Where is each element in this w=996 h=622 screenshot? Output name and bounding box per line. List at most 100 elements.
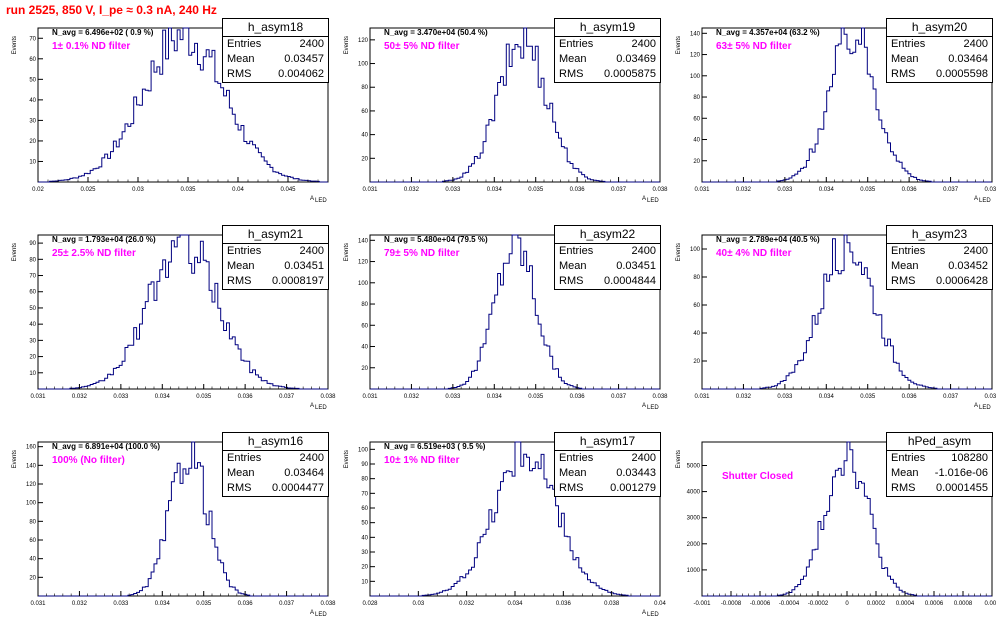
x-tick-label: -0.0002 — [808, 601, 829, 607]
x-tick-label: 0.033 — [445, 187, 461, 193]
x-tick-label: 0.033 — [777, 187, 793, 193]
stats-row-entries: Entries 108280 — [887, 451, 992, 466]
stats-value: 2400 — [299, 452, 324, 464]
histogram-line — [38, 27, 328, 183]
x-axis-label-subscript: LED — [979, 198, 991, 204]
stats-box: h_asym17 Entries 2400 Mean 0.03443 RMS 0.00127… — [554, 432, 661, 497]
filter-label: 1± 0.1% ND filter — [52, 41, 131, 52]
filter-label: 25± 2.5% ND filter — [52, 248, 136, 259]
y-axis-label: Events — [344, 450, 350, 468]
stats-row-mean: Mean 0.03451 — [555, 259, 660, 274]
stats-title: h_asym16 — [223, 433, 328, 451]
stats-key: Mean — [227, 467, 255, 479]
stats-box: h_asym23 Entries 2400 Mean 0.03452 RMS 0.00064… — [886, 225, 993, 290]
x-tick-label: 0.037 — [279, 394, 295, 400]
y-tick-label: 60 — [361, 506, 368, 512]
histogram-plot: 0.031 0.032 0.033 0.034 0.035 0.036 0.037 0.038… — [344, 234, 668, 411]
x-tick-label: 0.036 — [570, 394, 586, 400]
x-tick-label: 0.037 — [611, 394, 627, 400]
y-axis-label: Events — [344, 243, 350, 261]
y-axis-label: Events — [676, 243, 682, 261]
x-axis-label: A — [310, 196, 314, 202]
y-tick-label: 160 — [26, 445, 37, 451]
x-tick-label: 0.032 — [459, 601, 475, 607]
histogram-pad-h_asym19: 0.031 0.032 0.033 0.034 0.035 0.036 0.037 0.038… — [332, 0, 668, 205]
stats-key: Entries — [891, 245, 926, 257]
y-tick-label: 120 — [358, 38, 369, 44]
navg-label: N_avg = 5.480e+04 (79.5 %) — [384, 235, 488, 244]
y-tick-label: 30 — [361, 550, 368, 556]
stats-box: h_asym21 Entries 2400 Mean 0.03451 RMS 0.00081… — [222, 225, 329, 290]
x-axis-label: A — [974, 196, 978, 202]
stats-key: RMS — [891, 275, 916, 287]
navg-label: N_avg = 2.789e+04 (40.5 %) — [716, 235, 820, 244]
stats-row-entries: Entries 2400 — [555, 244, 660, 259]
x-tick-label: 0.031 — [362, 187, 378, 193]
stats-key: Mean — [559, 260, 587, 272]
y-tick-label: 10 — [29, 159, 36, 165]
y-tick-label: 60 — [361, 109, 368, 115]
y-tick-label: 60 — [361, 323, 368, 329]
stats-value: 0.0004477 — [272, 482, 324, 494]
stats-key: Mean — [227, 53, 255, 65]
stats-key: Mean — [227, 260, 255, 272]
x-tick-label: 0.045 — [280, 187, 296, 193]
stats-title: h_asym18 — [223, 19, 328, 37]
stats-value: 0.03451 — [284, 260, 324, 272]
x-tick-label: 0.036 — [570, 187, 586, 193]
y-tick-label: 3000 — [687, 516, 701, 522]
histogram-line — [702, 234, 992, 390]
stats-key: RMS — [227, 482, 252, 494]
y-tick-label: 70 — [29, 36, 36, 42]
stats-row-rms: RMS 0.0008197 — [223, 274, 328, 289]
stats-row-rms: RMS 0.0004844 — [555, 274, 660, 289]
x-axis-label: A — [642, 610, 646, 616]
y-tick-label: 40 — [361, 133, 368, 139]
histogram-line — [370, 27, 660, 183]
x-tick-label: 0.028 — [362, 601, 378, 607]
x-tick-label: 0.037 — [279, 601, 295, 607]
stats-value: 0.03457 — [284, 53, 324, 65]
histogram-plot: 0.031 0.032 0.033 0.034 0.035 0.036 0.037 0.038… — [676, 234, 996, 411]
stats-key: Entries — [891, 452, 926, 464]
histogram-plot: 0.028 0.03 0.032 0.034 0.036 0.038 0.04 10 20 30 4… — [344, 441, 666, 618]
stats-key: Mean — [559, 53, 587, 65]
y-tick-label: 40 — [361, 535, 368, 541]
y-tick-label: 20 — [361, 565, 368, 571]
y-axis-label: Events — [344, 36, 350, 54]
y-tick-label: 140 — [26, 463, 37, 469]
stats-row-mean: Mean 0.03452 — [887, 259, 992, 274]
y-tick-label: 100 — [26, 501, 37, 507]
histogram-line — [38, 441, 328, 597]
stats-value: 0.03443 — [616, 467, 656, 479]
stats-row-rms: RMS 0.004062 — [223, 67, 328, 82]
x-tick-label: 0.0002 — [867, 601, 886, 607]
stats-box: h_asym16 Entries 2400 Mean 0.03464 RMS 0.00044… — [222, 432, 329, 497]
stats-key: Entries — [559, 452, 594, 464]
stats-key: RMS — [559, 482, 584, 494]
y-tick-label: 120 — [690, 53, 701, 59]
stats-value: -1.016e-06 — [934, 467, 988, 479]
histogram-plot: 0.02 0.025 0.03 0.035 0.04 0.045 10 20 30 40 50 60 7… — [12, 27, 329, 204]
stats-value: 0.004062 — [278, 68, 324, 80]
x-tick-label: 0.038 — [984, 187, 996, 193]
y-tick-label: 40 — [693, 138, 700, 144]
stats-value: 0.03464 — [948, 53, 988, 65]
y-tick-label: 100 — [358, 62, 369, 68]
canvas-title: run 2525, 850 V, I_pe ≈ 0.3 nA, 240 Hz — [6, 3, 217, 17]
stats-row-rms: RMS 0.0001455 — [887, 481, 992, 496]
x-tick-label: 0.02 — [32, 187, 44, 193]
stats-box: h_asym22 Entries 2400 Mean 0.03451 RMS 0.00048… — [554, 225, 661, 290]
stats-key: Mean — [891, 467, 919, 479]
stats-row-entries: Entries 2400 — [887, 244, 992, 259]
stats-key: Mean — [891, 53, 919, 65]
x-tick-label: 0.04 — [232, 187, 244, 193]
stats-row-mean: Mean 0.03457 — [223, 52, 328, 67]
y-tick-label: 60 — [29, 290, 36, 296]
x-axis-label-subscript: LED — [647, 612, 659, 618]
y-tick-label: 20 — [361, 156, 368, 162]
x-tick-label: 0.0004 — [896, 601, 915, 607]
x-tick-label: 0.036 — [238, 601, 254, 607]
y-tick-label: 40 — [29, 98, 36, 104]
x-tick-label: 0.032 — [404, 394, 420, 400]
